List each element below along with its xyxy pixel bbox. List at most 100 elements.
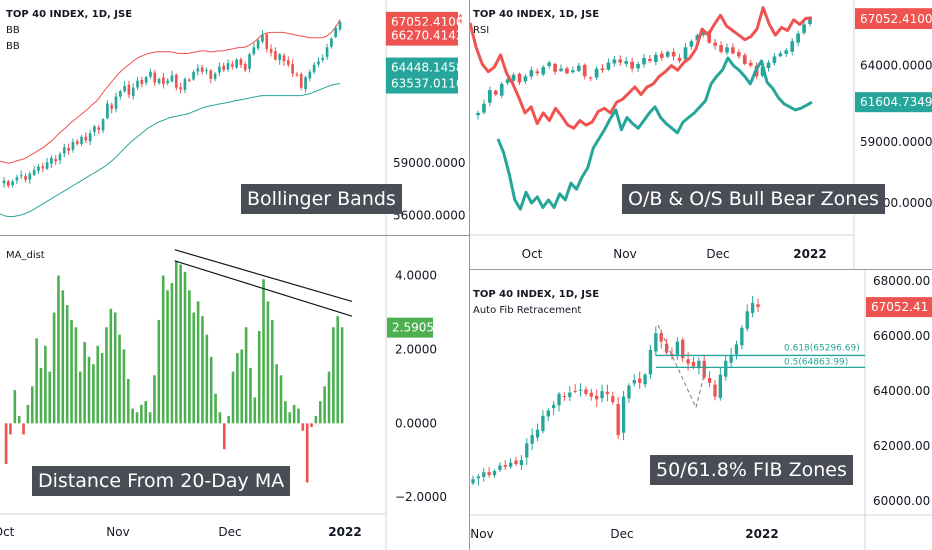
candle-body — [725, 47, 729, 53]
candle-body — [71, 142, 75, 150]
price-tag-bg — [386, 25, 458, 46]
indicator-label-rsi: RSI — [473, 25, 490, 36]
histogram-bar — [297, 408, 300, 424]
candle-body — [131, 87, 135, 97]
histogram-bar — [222, 423, 226, 450]
fib-level-label: 0.5(64863.99) — [784, 357, 848, 367]
histogram-bar — [275, 364, 278, 424]
candle-body — [731, 47, 735, 54]
candle-body — [183, 78, 187, 90]
candle-body — [278, 54, 282, 61]
candle-body — [101, 119, 105, 131]
candle-body — [734, 344, 739, 355]
candle-body — [659, 53, 664, 58]
fib-level-label: 0.618(65296.69) — [784, 343, 860, 353]
rsi-chart[interactable]: 64000.000059000.000055000.000067109.6305… — [470, 0, 932, 269]
candle-body — [505, 79, 510, 83]
histogram-bar — [262, 279, 265, 424]
candle-body — [325, 47, 329, 57]
price-tag-bg — [855, 92, 932, 113]
price-tag-label: 64448.1458 — [391, 61, 464, 75]
candle-body — [541, 67, 546, 75]
candle-body — [546, 410, 550, 417]
candle-body — [529, 70, 534, 77]
candle-body — [675, 341, 680, 357]
candle-body — [157, 78, 161, 84]
histogram-bar — [39, 367, 43, 424]
candle-body — [713, 384, 717, 397]
histogram-bar — [148, 412, 152, 424]
candle-body — [612, 59, 617, 64]
candle-body — [697, 360, 701, 369]
candle-body — [636, 64, 640, 69]
candle-body — [808, 19, 812, 24]
histogram-bar — [61, 290, 65, 424]
histogram-bar — [270, 319, 274, 424]
histogram-bar — [96, 345, 100, 424]
price-tag: 61604.7349 — [855, 92, 932, 113]
candle-body — [683, 47, 688, 60]
candle-body — [742, 55, 747, 65]
candle-body — [670, 354, 674, 356]
candle-body — [58, 154, 62, 161]
x-axis-tick-label: 2022 — [793, 247, 826, 261]
histogram-bar — [135, 412, 139, 424]
pane-divider-vertical[interactable] — [469, 0, 470, 550]
x-axis-tick-label: Oct — [0, 525, 15, 539]
trendline — [174, 260, 353, 317]
candle-body — [32, 170, 36, 175]
candle-body — [114, 96, 118, 109]
candle-body — [571, 70, 575, 73]
candle-body — [149, 71, 152, 77]
candle-body — [748, 62, 753, 66]
price-tag-label: 67052.4100 — [860, 12, 932, 26]
candle-body — [488, 90, 492, 103]
candle-body — [643, 374, 647, 385]
histogram-bar — [214, 393, 217, 424]
candle-body — [282, 55, 286, 62]
candle-body — [701, 30, 706, 36]
candle-body — [559, 68, 563, 72]
candle-body — [482, 472, 486, 477]
y-axis-tick-label: 60000.00 — [873, 494, 930, 508]
candle-body — [127, 84, 131, 95]
price-tag-bg — [866, 297, 932, 318]
histogram-bar — [266, 301, 270, 424]
x-axis-tick-label: 2022 — [328, 525, 361, 539]
chart-caption: 50/61.8% FIB Zones — [650, 455, 853, 485]
ma-distance-chart[interactable]: 4.0000 2.0000 0.0000 −2.0000 2.5905 Oct Nov Dec… — [0, 236, 469, 550]
candle-body — [600, 391, 604, 399]
y-axis-tick-label: 0.0000 — [395, 416, 437, 430]
candle-body — [553, 63, 557, 72]
candle-body — [578, 389, 583, 391]
candle-body — [630, 61, 634, 69]
histogram-bar — [327, 371, 331, 424]
candle-body — [740, 327, 744, 346]
y-axis-tick-label: 59000.0000 — [393, 156, 466, 170]
y-axis-tick-label: 56000.0000 — [393, 209, 466, 223]
bollinger-chart[interactable]: 56000.000059000.000067181.548467052.4100… — [0, 0, 469, 235]
x-axis-tick-label: Nov — [106, 525, 129, 539]
candle-body — [772, 56, 777, 63]
candle-body — [523, 76, 528, 82]
pane-divider-horizontal-left[interactable] — [0, 235, 469, 236]
candle-body — [503, 465, 507, 467]
histogram-bar — [30, 386, 34, 424]
y-axis-tick-label: 59000.0000 — [860, 135, 932, 149]
histogram-bar — [340, 327, 344, 424]
histogram-bar — [240, 349, 244, 424]
price-tag-label: 66270.4142 — [391, 29, 464, 43]
candle-body — [594, 68, 599, 78]
candle-body — [482, 103, 486, 113]
histogram-bar — [209, 356, 213, 424]
fib-chart[interactable]: 0.618(65296.69) 0.5(64863.99) 68000.00 6600… — [470, 270, 932, 550]
pane-divider-horizontal-right[interactable] — [470, 269, 932, 270]
candle-body — [691, 361, 696, 367]
current-value-tag: 2.5905 — [392, 321, 434, 335]
candle-body — [487, 472, 491, 476]
candle-body — [37, 166, 40, 171]
candle-body — [239, 59, 243, 65]
candle-body — [218, 66, 221, 73]
price-tag-bg — [386, 57, 458, 78]
histogram-bar — [196, 301, 200, 424]
